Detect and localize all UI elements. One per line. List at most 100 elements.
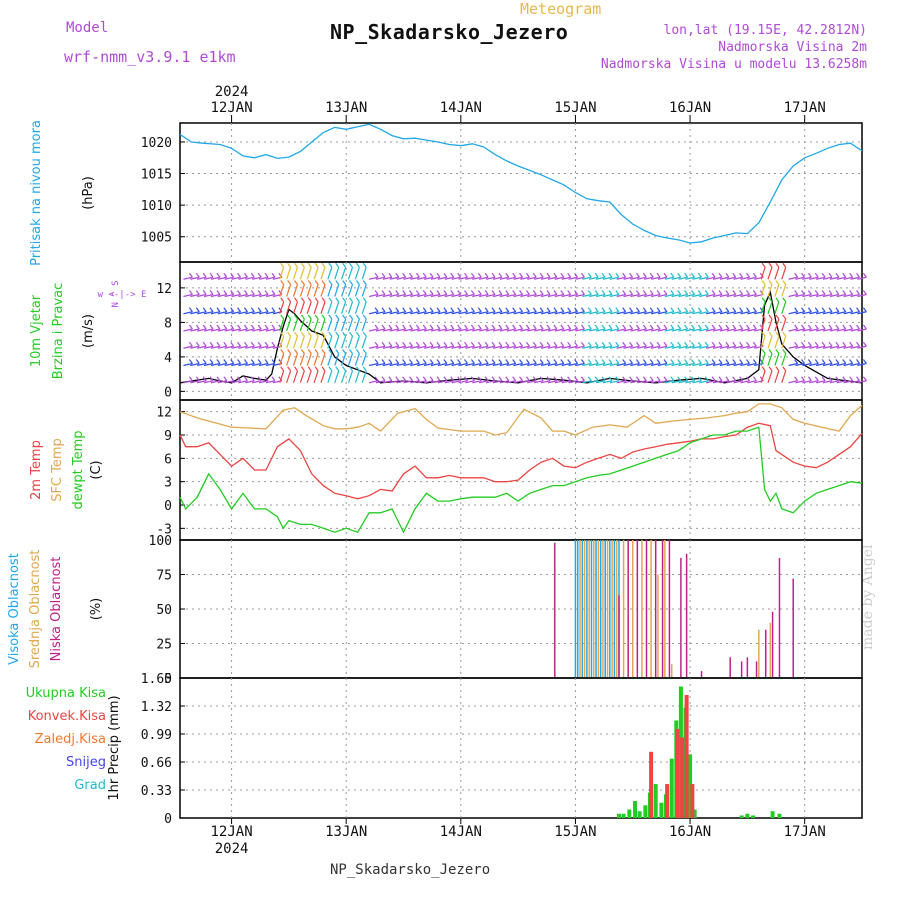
wind-barb — [767, 370, 773, 383]
wind-barb-flag — [670, 290, 675, 295]
wind-barb — [692, 276, 702, 280]
wind-barb — [719, 328, 729, 332]
wind-barb — [575, 293, 585, 298]
wind-barb — [747, 380, 757, 384]
wind-barb-flag — [761, 349, 766, 354]
wind-barb — [382, 345, 393, 349]
wind-barb-flag — [525, 341, 530, 347]
wind-barb — [347, 284, 354, 297]
wind-barb — [197, 380, 207, 384]
model-name: wrf-nmm_v3.9.1 e1km — [64, 48, 236, 66]
wind-barb-flag — [321, 280, 326, 285]
wind-barb-flag — [649, 307, 654, 313]
wind-barb-flag — [216, 307, 221, 313]
wind-barb — [816, 328, 826, 332]
wind-barb-flag — [278, 290, 283, 295]
wind-barb-flag — [321, 331, 326, 337]
wind-barb — [678, 345, 688, 349]
wind-barb-flag — [739, 376, 744, 382]
wind-barb — [788, 362, 798, 367]
wind-barb-flag — [188, 272, 193, 278]
wind-barb-flag — [307, 349, 312, 354]
wind-barb-flag — [567, 324, 572, 330]
ylabel-cloud-unit: (%) — [89, 598, 104, 621]
wind-barb-flag — [782, 262, 787, 268]
wind-barb — [361, 284, 367, 297]
wind-barb — [554, 362, 564, 367]
wind-barb — [630, 311, 640, 315]
wind-barb-flag — [188, 341, 193, 347]
wind-barb — [802, 293, 812, 298]
wind-barb — [368, 345, 379, 349]
wind-barb-flag — [429, 290, 434, 295]
wind-barb-flag — [615, 307, 620, 313]
wind-barb-flag — [271, 359, 276, 364]
wind-barb-flag — [402, 290, 407, 295]
wind-barb-flag — [250, 290, 255, 295]
y-tick-label: 9 — [164, 429, 172, 444]
wind-barb-flag — [768, 366, 773, 372]
wind-barb-flag — [349, 366, 353, 372]
wind-barb — [492, 345, 503, 349]
wind-barb-flag — [209, 307, 214, 313]
wind-barb — [396, 380, 406, 384]
wind-barb-flag — [491, 324, 496, 330]
wind-barb-flag — [732, 359, 737, 364]
wind-barb-flag — [684, 376, 689, 382]
y-tick-label: 0.99 — [141, 728, 172, 743]
y-tick-label: 3 — [164, 476, 172, 491]
wind-barb-flag — [663, 324, 668, 330]
wind-barb — [417, 380, 427, 384]
wind-barb — [472, 345, 482, 349]
wind-barb-flag — [761, 366, 766, 372]
wind-barb — [499, 328, 509, 332]
wind-barb — [547, 380, 558, 384]
wind-barb-flag — [828, 324, 833, 330]
wind-barb — [430, 380, 441, 384]
wind-barb-flag — [202, 376, 207, 382]
wind-barb-flag — [656, 376, 661, 382]
wind-barb — [382, 293, 393, 298]
wind-barb-flag — [335, 366, 340, 372]
wind-barb-flag — [862, 359, 867, 364]
wind-barb — [424, 311, 434, 315]
wind-barb-flag — [388, 324, 393, 330]
wind-barb-flag — [271, 376, 276, 382]
panel-frame — [179, 399, 863, 541]
wind-barb-flag — [862, 307, 867, 313]
wind-barb — [327, 284, 333, 297]
wind-barb-flag — [436, 341, 441, 347]
wind-barb — [313, 284, 319, 297]
wind-barb — [774, 353, 780, 366]
wind-barb-flag — [209, 359, 214, 364]
wind-barb-flag — [759, 324, 764, 330]
wind-barb — [816, 311, 826, 315]
wind-barb — [582, 276, 592, 280]
wind-barb — [354, 301, 360, 314]
wind-barb — [705, 311, 716, 315]
wind-barb — [190, 328, 200, 332]
wind-barb-flag — [587, 376, 592, 382]
wind-barb-flag — [525, 272, 530, 278]
wind-barb-flag — [677, 290, 682, 295]
wind-barb-flag — [223, 272, 228, 278]
wind-barb — [306, 267, 312, 280]
wind-barb — [231, 311, 241, 315]
wind-barb-flag — [388, 307, 393, 313]
wind-barb-flag — [608, 272, 613, 278]
wind-barb-flag — [567, 341, 572, 347]
wind-barb-flag — [216, 376, 221, 382]
wind-barb-flag — [684, 341, 689, 347]
wind-barb — [616, 293, 626, 298]
wind-barb — [451, 328, 461, 332]
wind-barb — [809, 362, 819, 367]
wind-barb — [458, 345, 468, 349]
bar-total — [659, 802, 664, 818]
wind-barb — [795, 311, 805, 315]
y-tick-label: 25 — [156, 638, 172, 653]
wind-barb — [795, 293, 805, 298]
wind-barb-flag — [484, 324, 489, 330]
wind-barb — [527, 276, 537, 280]
wind-barb — [534, 328, 544, 332]
wind-barb — [306, 370, 312, 383]
